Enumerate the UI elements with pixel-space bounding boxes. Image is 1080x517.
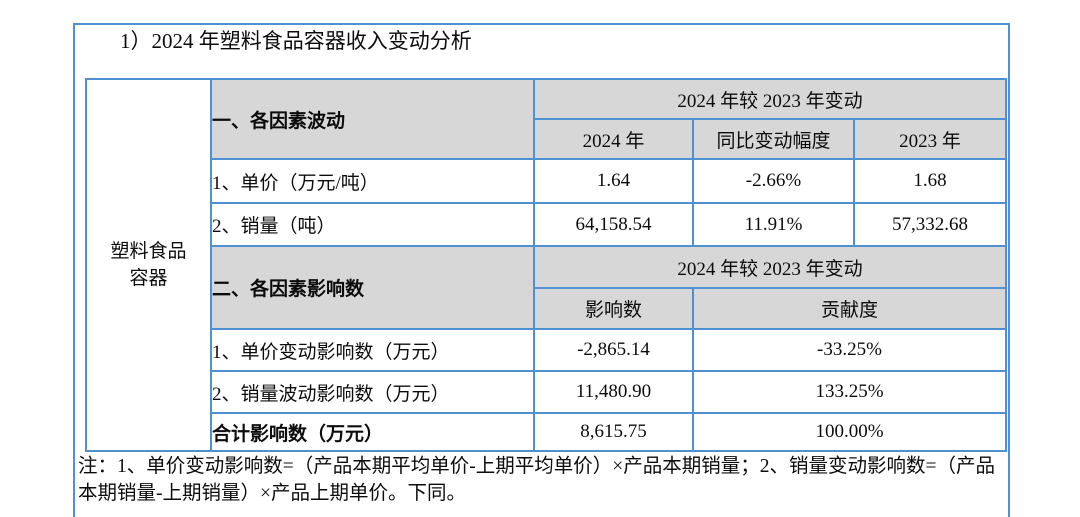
table-row: 二、各因素影响数 2024 年较 2023 年变动 (86, 245, 1007, 330)
table-row: 1、单价变动影响数（万元） -2,865.14 -33.25% (86, 328, 1007, 372)
section1-header-cell: 一、各因素波动 (210, 78, 535, 160)
price-impact-contribution: -33.25% (692, 328, 1007, 372)
volume-impact-label: 2、销量波动影响数（万元） (210, 370, 535, 414)
sales-volume-label: 2、销量（吨） (210, 202, 535, 247)
table-row: 1、单价（万元/吨） 1.64 -2.66% 1.68 (86, 158, 1007, 204)
section2-span-header-cell: 2024 年较 2023 年变动 (533, 245, 1007, 289)
sales-volume-2023: 57,332.68 (853, 202, 1007, 247)
revenue-change-table: 塑料食品容器 一、各因素波动 2024 年较 2023 年变动 2024 年 同… (85, 78, 1007, 452)
section-title: 1）2024 年塑料食品容器收入变动分析 (120, 29, 472, 53)
col-header-2024: 2024 年 (533, 118, 694, 160)
price-impact-value: -2,865.14 (533, 328, 694, 372)
price-impact-label: 1、单价变动影响数（万元） (210, 328, 535, 372)
table-row: 合计影响数（万元） 8,615.75 100.00% (86, 412, 1007, 452)
col-header-impact: 影响数 (533, 287, 694, 330)
unit-price-2024: 1.64 (533, 158, 694, 204)
volume-impact-contribution: 133.25% (692, 370, 1007, 414)
col-header-contribution: 贡献度 (692, 287, 1007, 330)
category-label: 塑料食品容器 (110, 241, 187, 289)
table-row: 2、销量（吨） 64,158.54 11.91% 57,332.68 (86, 202, 1007, 247)
col-header-yoy-change: 同比变动幅度 (692, 118, 855, 160)
col-header-2023: 2023 年 (853, 118, 1007, 160)
unit-price-2023: 1.68 (853, 158, 1007, 204)
table-row: 塑料食品容器 一、各因素波动 2024 年较 2023 年变动 (85, 78, 1007, 452)
table-row: 2024 年 同比变动幅度 2023 年 (86, 118, 1007, 160)
table-row: 2、销量波动影响数（万元） 11,480.90 133.25% (86, 370, 1007, 414)
section2-header-cell: 二、各因素影响数 (210, 245, 535, 330)
section1-span-header-cell: 2024 年较 2023 年变动 (533, 78, 1007, 120)
total-impact-value: 8,615.75 (533, 412, 694, 452)
unit-price-change: -2.66% (692, 158, 855, 204)
total-impact-contribution: 100.00% (692, 412, 1007, 452)
total-impact-label: 合计影响数（万元） (210, 412, 535, 452)
sales-volume-2024: 64,158.54 (533, 202, 694, 247)
unit-price-label: 1、单价（万元/吨） (210, 158, 535, 204)
sales-volume-change: 11.91% (692, 202, 855, 247)
volume-impact-value: 11,480.90 (533, 370, 694, 414)
category-cell: 塑料食品容器 (85, 78, 212, 452)
table-row: 影响数 贡献度 (86, 287, 1007, 330)
footnote: 注：1、单价变动影响数=（产品本期平均单价-上期平均单价）×产品本期销量；2、销… (78, 456, 995, 504)
